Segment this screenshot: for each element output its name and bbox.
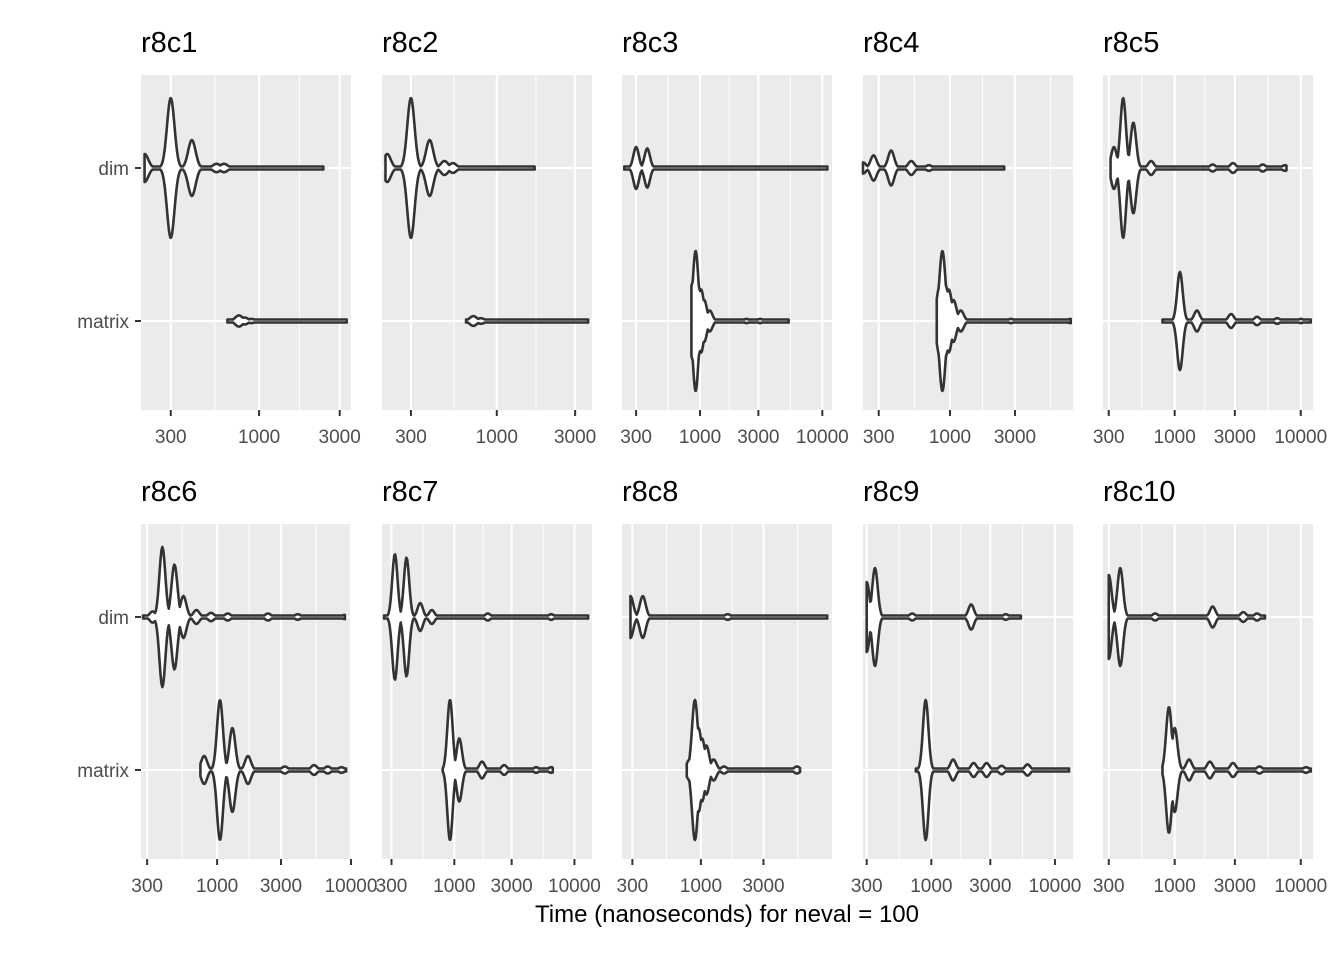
x-tick-label: 1000 [1154,876,1196,897]
x-tick-label: 10000 [796,427,849,448]
violin-matrix [935,249,1073,393]
x-tick-label: 300 [155,427,187,448]
x-tick-label: 3000 [490,876,532,897]
x-tick-label: 1000 [929,427,971,448]
violin-matrix [914,698,1071,842]
x-tick-label: 3000 [994,427,1036,448]
x-tick-label: 3000 [554,427,596,448]
violin-dim [382,553,590,681]
x-tick-label: 1000 [476,427,518,448]
violin-matrix [1161,270,1313,372]
panel-title: r8c5 [1103,27,1159,59]
x-tick-label: 1000 [1154,427,1196,448]
panel-background [622,524,832,859]
panel-r8c8: r8c8 300 1000 3000 [617,476,832,897]
panel-r8c1: r8c1 300 1000 3000 dim matrix [77,27,361,448]
x-tick-label: 3000 [1214,427,1256,448]
panel-background [1103,75,1313,410]
x-tick-label: 300 [131,876,163,897]
panel-r8c3: r8c3 300 1000 3000 10000 [620,27,848,448]
panel-background [863,524,1073,859]
panel-title: r8c7 [382,476,438,508]
x-tick-label: 300 [620,427,652,448]
x-tick-label: 10000 [1274,427,1327,448]
x-tick-label: 3000 [969,876,1011,897]
panel-title: r8c1 [141,27,197,59]
panel-title: r8c6 [141,476,197,508]
violin-dim [1107,566,1267,668]
violin-matrix [226,314,348,328]
violin-dim [622,145,829,191]
violin-dim [861,149,1006,187]
panel-title: r8c8 [622,476,678,508]
violin-matrix [441,698,555,842]
x-tick-label: 1000 [238,427,280,448]
x-tick-label: 3000 [260,876,302,897]
x-tick-label: 300 [863,427,895,448]
x-tick-label: 300 [851,876,883,897]
x-tick-label: 300 [617,876,649,897]
panel-r8c4: r8c4 300 1000 3000 [861,27,1073,448]
panel-title: r8c10 [1103,476,1176,508]
panel-r8c6: r8c6 300 1000 3000 10000 dim matrix [77,476,377,897]
x-tick-label: 1000 [680,876,722,897]
x-tick-label: 3000 [737,427,779,448]
y-tick-label: matrix [77,761,129,782]
violin-matrix [685,698,802,842]
panel-r8c10: r8c10 300 1000 3000 10000 [1093,476,1327,897]
panel-background [382,524,592,859]
panel-r8c7: r8c7 300 1000 3000 10000 [376,476,601,897]
panel-r8c2: r8c2 300 1000 3000 [382,27,596,448]
y-tick-label: dim [98,159,129,180]
panel-background [382,75,592,410]
x-tick-label: 300 [1093,427,1125,448]
panel-title: r8c4 [863,27,919,59]
violin-dim [865,566,1023,668]
violin-dim [141,545,347,689]
panel-background [622,75,832,410]
x-tick-label: 3000 [742,876,784,897]
panel-r8c9: r8c9 300 1000 3000 10000 [851,476,1082,897]
violin-matrix [1161,706,1313,834]
y-tick-label: matrix [77,312,129,333]
x-tick-label: 300 [395,427,427,448]
panel-title: r8c9 [863,476,919,508]
x-tick-label: 300 [376,876,408,897]
violin-matrix [464,314,590,328]
panel-background [1103,524,1313,859]
panel-title: r8c2 [382,27,438,59]
x-tick-label: 1000 [910,876,952,897]
x-tick-label: 10000 [1029,876,1082,897]
x-tick-label: 10000 [548,876,601,897]
panel-r8c5: r8c5 300 1000 3000 10000 [1093,27,1327,448]
violin-matrix [690,249,790,393]
x-tick-label: 300 [1093,876,1125,897]
x-tick-label: 10000 [1274,876,1327,897]
violin-dim [143,96,325,240]
x-tick-label: 1000 [196,876,238,897]
violin-dim [629,594,829,640]
panel-background [863,75,1073,410]
x-tick-label: 3000 [1214,876,1256,897]
y-tick-label: dim [98,608,129,629]
x-axis-title: Time (nanoseconds) for neval = 100 [535,901,919,928]
x-tick-label: 1000 [433,876,475,897]
violin-matrix [199,699,348,841]
panel-title: r8c3 [622,27,678,59]
violin-dim [1109,96,1288,240]
violin-dim [384,96,536,240]
x-tick-label: 10000 [325,876,378,897]
x-tick-label: 3000 [319,427,361,448]
x-tick-label: 1000 [679,427,721,448]
